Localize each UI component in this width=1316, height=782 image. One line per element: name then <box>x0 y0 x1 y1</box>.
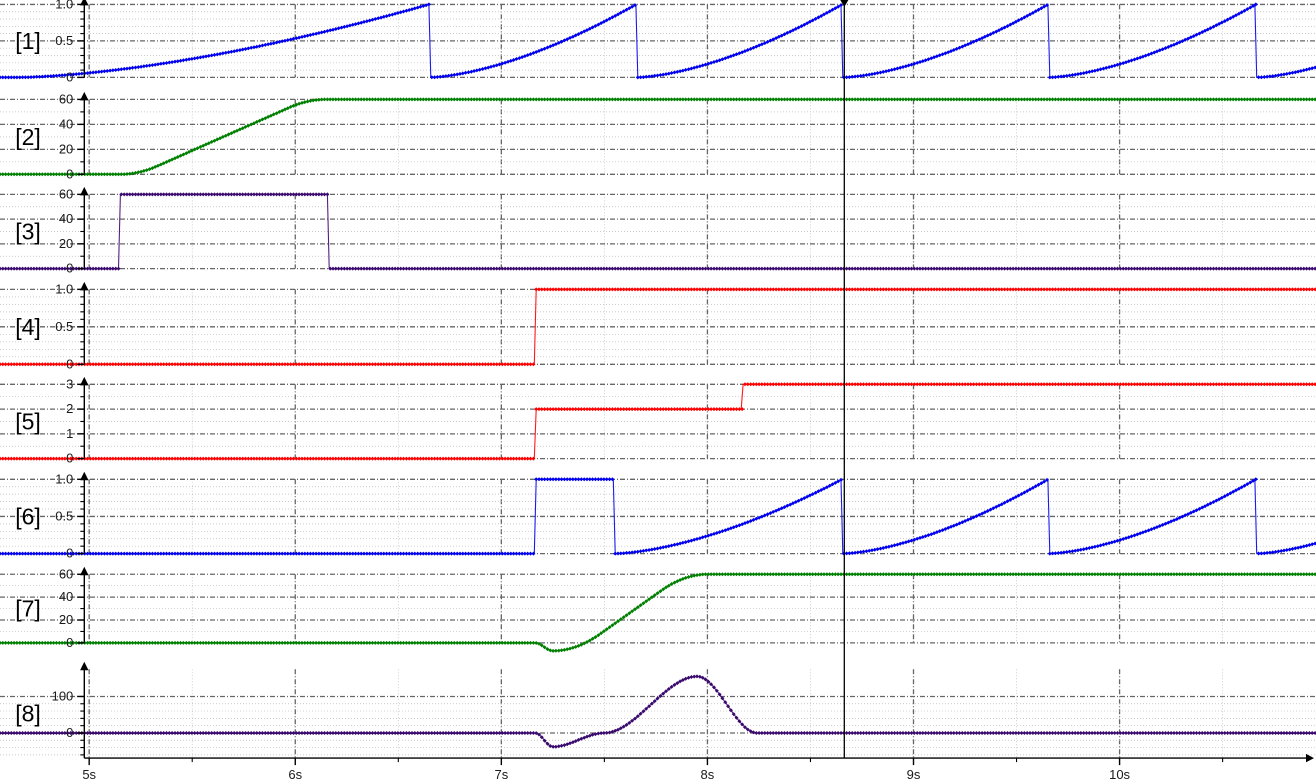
svg-text:0.5: 0.5 <box>55 508 73 523</box>
svg-text:1: 1 <box>66 426 73 441</box>
svg-text:2: 2 <box>66 401 73 416</box>
svg-text:20: 20 <box>59 236 73 251</box>
svg-text:6s: 6s <box>288 767 302 782</box>
svg-text:0: 0 <box>66 356 73 371</box>
svg-text:7s: 7s <box>494 767 508 782</box>
svg-text:[3]: [3] <box>15 218 41 244</box>
svg-text:1.0: 1.0 <box>55 471 73 486</box>
svg-text:0.5: 0.5 <box>55 319 73 334</box>
svg-text:40: 40 <box>59 116 73 131</box>
svg-text:0: 0 <box>66 166 73 181</box>
svg-text:60: 60 <box>59 566 73 581</box>
svg-text:10s: 10s <box>1109 767 1130 782</box>
svg-text:1.0: 1.0 <box>55 0 73 11</box>
svg-text:5s: 5s <box>82 767 96 782</box>
svg-text:0: 0 <box>66 725 73 740</box>
svg-text:0: 0 <box>66 69 73 84</box>
svg-text:[6]: [6] <box>15 503 41 529</box>
svg-text:9s: 9s <box>907 767 921 782</box>
svg-text:0: 0 <box>66 451 73 466</box>
svg-text:40: 40 <box>59 589 73 604</box>
svg-text:0: 0 <box>66 261 73 276</box>
svg-text:8s: 8s <box>701 767 715 782</box>
svg-text:100: 100 <box>52 688 74 703</box>
svg-text:0: 0 <box>66 546 73 561</box>
svg-text:[2]: [2] <box>15 124 41 150</box>
svg-text:20: 20 <box>59 141 73 156</box>
svg-text:[1]: [1] <box>15 28 41 54</box>
svg-text:0: 0 <box>66 635 73 650</box>
svg-text:0.5: 0.5 <box>55 33 73 48</box>
svg-text:40: 40 <box>59 211 73 226</box>
svg-text:60: 60 <box>59 91 73 106</box>
svg-text:[8]: [8] <box>15 701 41 727</box>
svg-text:1.0: 1.0 <box>55 281 73 296</box>
svg-text:[7]: [7] <box>15 596 41 622</box>
svg-text:20: 20 <box>59 612 73 627</box>
svg-text:60: 60 <box>59 186 73 201</box>
svg-text:[5]: [5] <box>15 408 41 434</box>
svg-text:3: 3 <box>66 376 73 391</box>
svg-text:[4]: [4] <box>15 314 41 340</box>
